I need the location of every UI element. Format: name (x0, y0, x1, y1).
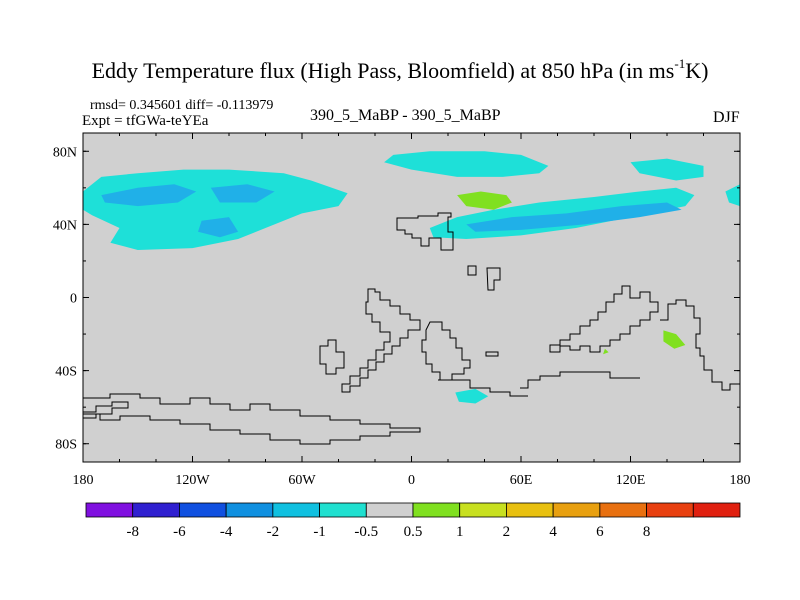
coastline-arabia (486, 267, 501, 291)
colorbar-swatch (319, 502, 367, 518)
colorbar: -8 -6 -4 -2 -1 -0.5 0.5 1 2 4 6 8 (85, 502, 741, 540)
colorbar-swatch (599, 502, 647, 518)
colorbar-label: -6 (173, 524, 186, 540)
chart-title-end: K) (685, 58, 709, 83)
x-tick-label: 180 (730, 473, 751, 488)
axes: 180 120W 60W 0 60E 120E 180 80N 40N 0 40S 80S (53, 133, 751, 488)
x-tick-label: 60E (510, 473, 533, 488)
coastline-central-america (319, 339, 345, 375)
colorbar-swatch (179, 502, 227, 518)
coastline-australia-south (520, 371, 640, 389)
colorbar-swatch (412, 502, 461, 518)
region-pacific-core-1 (101, 184, 197, 207)
coastline-antarctica-west (83, 393, 421, 445)
coastline-asia-minor (467, 265, 477, 276)
coastline-australia (660, 299, 740, 391)
coastline-india-asia (549, 285, 659, 353)
coastline-antarctic-peninsula (83, 401, 129, 419)
coastline-south-america (341, 288, 421, 393)
region-dateline-patch (725, 184, 740, 207)
colorbar-swatch (365, 502, 414, 518)
colorbar-swatch (552, 502, 601, 518)
colorbar-label: 1 (456, 524, 464, 540)
coastline-madagascar (485, 351, 499, 357)
stats-label: rmsd= 0.345601 diff= -0.113979 (90, 98, 274, 113)
region-asia-positive (457, 191, 512, 210)
colorbar-swatch (132, 502, 180, 518)
colorbar-swatch (272, 502, 320, 518)
y-tick-label: 0 (70, 292, 77, 307)
colorbar-label: 0.5 (404, 524, 423, 540)
chart-title: Eddy Temperature flux (High Pass, Bloomf… (0, 56, 800, 84)
colorbar-label: -1 (313, 524, 326, 540)
colorbar-swatch (459, 502, 507, 518)
y-tick-label: 80S (55, 438, 77, 453)
colorbar-label: 6 (596, 524, 604, 540)
region-eurasia-core (466, 202, 682, 232)
coastline-europe (396, 212, 454, 251)
colorbar-swatch (225, 502, 274, 518)
center-label: 390_5_MaBP - 390_5_MaBP (310, 107, 501, 124)
x-tick-label: 0 (408, 473, 415, 488)
region-pacific-core-3 (198, 217, 239, 238)
y-tick-label: 40S (55, 365, 77, 380)
region-australia-positive (663, 330, 686, 349)
x-tick-label: 60W (288, 473, 316, 488)
y-tick-label: 40N (53, 218, 77, 233)
x-tick-label: 120W (175, 473, 210, 488)
colorbar-label: -4 (220, 524, 233, 540)
colorbar-label: -2 (267, 524, 280, 540)
colorbar-swatch (85, 502, 134, 518)
colorbar-swatch (506, 502, 554, 518)
colorbar-label: 8 (643, 524, 651, 540)
region-arctic-band (384, 151, 549, 177)
coastline-africa (421, 321, 471, 381)
colorbar-swatch (692, 502, 741, 518)
experiment-label: Expt = tfGWa-teYEa (82, 113, 209, 129)
region-indian-ocean-dot (603, 348, 609, 355)
x-tick-label: 120E (616, 473, 646, 488)
colorbar-label: 4 (549, 524, 557, 540)
x-tick-label: 180 (73, 473, 94, 488)
season-label: DJF (713, 109, 740, 126)
region-pacific-core-2 (210, 184, 275, 203)
colorbar-swatch (646, 502, 694, 518)
chart-title-main: Eddy Temperature flux (High Pass, Bloomf… (91, 58, 675, 83)
colorbar-label: 2 (503, 524, 511, 540)
colorbar-label: -8 (126, 524, 139, 540)
chart-title-superscript: -1 (674, 56, 686, 71)
contour-regions (83, 151, 740, 404)
colorbar-label: -0.5 (354, 524, 378, 540)
coastlines (83, 212, 740, 445)
region-siberia-patch (630, 158, 704, 181)
coastline-antarctica-east (438, 379, 528, 397)
y-tick-label: 80N (53, 145, 77, 160)
region-southern-patch (455, 388, 489, 404)
